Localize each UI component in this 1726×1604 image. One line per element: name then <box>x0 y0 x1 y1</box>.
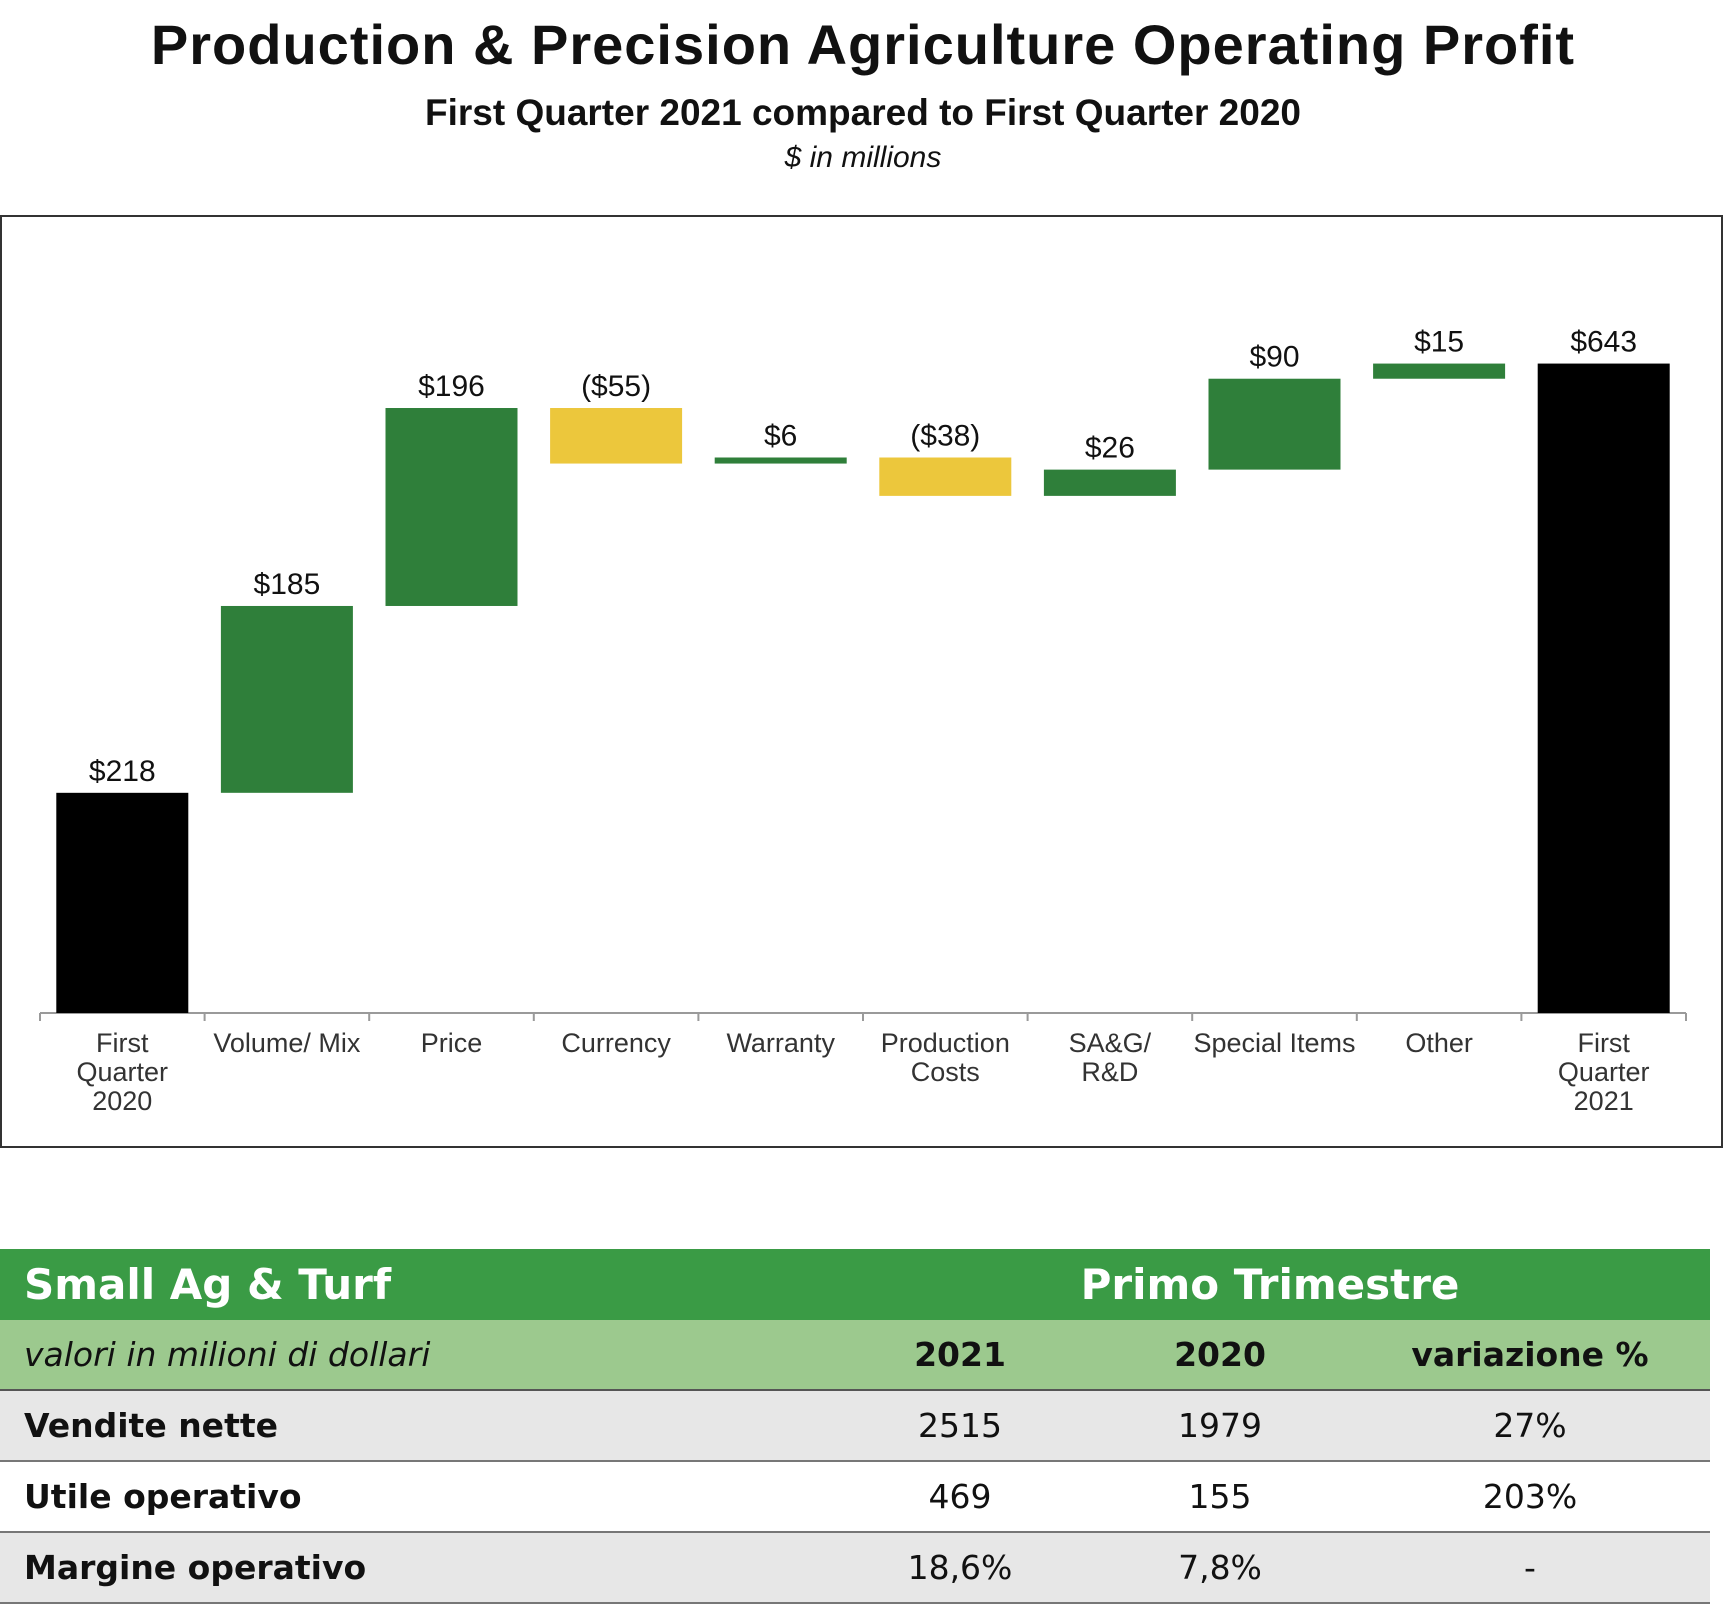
row-label: Vendite nette <box>24 1406 278 1445</box>
bar-6 <box>1043 469 1176 496</box>
bar-8 <box>1373 363 1506 379</box>
category-label-line: Currency <box>561 1028 671 1058</box>
column-header: 2021 <box>914 1335 1006 1374</box>
category-label-line: Other <box>1405 1028 1473 1058</box>
table-cell: 1979 <box>1178 1406 1262 1445</box>
table-cell: - <box>1524 1548 1536 1587</box>
table-cell: 469 <box>928 1477 992 1516</box>
category-label: First Quarter 2020 <box>77 1028 169 1116</box>
units-note: $ in millions <box>784 141 942 174</box>
bar-9 <box>1537 363 1670 1013</box>
data-label: $26 <box>1085 432 1135 465</box>
chart-subtitle: First Quarter 2021 compared to First Qua… <box>424 92 1301 133</box>
bar-2 <box>385 408 518 606</box>
bar-3 <box>550 408 683 464</box>
data-label: ($38) <box>910 420 980 453</box>
units-label: valori in milioni di dollari <box>24 1335 431 1374</box>
table-row: Vendite nette 2515 1979 27% <box>0 1391 1710 1462</box>
bar-0 <box>56 792 189 1013</box>
bar-5 <box>879 457 1012 496</box>
table-cell: 7,8% <box>1178 1548 1262 1587</box>
column-header: 2020 <box>1174 1335 1266 1374</box>
table-cell: 18,6% <box>907 1548 1013 1587</box>
category-label-line: Quarter <box>77 1057 169 1087</box>
category-label-line: Special Items <box>1193 1028 1355 1058</box>
category-label: First Quarter 2021 <box>1558 1028 1650 1116</box>
data-label: $218 <box>89 755 156 788</box>
data-label: $196 <box>418 370 485 403</box>
category-label-line: SA&G/ <box>1069 1028 1152 1058</box>
category-label-line: Production <box>881 1028 1010 1058</box>
category-label: Other <box>1405 1028 1473 1058</box>
table-cell: 27% <box>1493 1406 1567 1445</box>
row-label: Utile operativo <box>24 1477 302 1516</box>
chart-title: Production & Precision Agriculture Opera… <box>150 13 1576 76</box>
table-subheader-row: valori in milioni di dollari 2021 2020 v… <box>0 1320 1710 1391</box>
category-label-line: Quarter <box>1558 1057 1650 1087</box>
category-label-line: Price <box>421 1028 483 1058</box>
category-label-line: Costs <box>911 1057 980 1087</box>
category-label-line: 2020 <box>92 1086 152 1116</box>
category-label-line: Volume/ Mix <box>213 1028 361 1058</box>
category-label: Warranty <box>726 1028 835 1058</box>
period-title: Primo Trimestre <box>1080 1260 1460 1309</box>
data-label: $643 <box>1570 326 1637 359</box>
data-label: $15 <box>1414 326 1464 359</box>
row-label: Margine operativo <box>24 1548 367 1587</box>
bar-4 <box>714 457 847 464</box>
table-cell: 203% <box>1482 1477 1578 1516</box>
category-label: Production Costs <box>881 1028 1010 1087</box>
bar-7 <box>1208 378 1341 470</box>
column-header: variazione % <box>1411 1335 1649 1374</box>
category-label: Price <box>421 1028 483 1058</box>
category-label: Special Items <box>1193 1028 1355 1058</box>
category-label-line: First <box>96 1028 149 1058</box>
summary-table: Small Ag & Turf Primo Trimestre valori i… <box>0 1249 1710 1604</box>
category-label: SA&G/R&D <box>1069 1028 1152 1087</box>
segment-title: Small Ag & Turf <box>24 1260 392 1309</box>
data-label: $6 <box>764 420 797 453</box>
category-label: Currency <box>561 1028 671 1058</box>
data-label: $90 <box>1249 341 1299 374</box>
table-cell: 2515 <box>918 1406 1002 1445</box>
table-header-row: Small Ag & Turf Primo Trimestre <box>0 1249 1710 1320</box>
bar-1 <box>220 605 353 793</box>
data-label: $185 <box>254 568 321 601</box>
table-cell: 155 <box>1188 1477 1252 1516</box>
category-label-line: Warranty <box>726 1028 835 1058</box>
category-label: Volume/ Mix <box>213 1028 361 1058</box>
category-label-line: 2021 <box>1574 1086 1634 1116</box>
table-row: Margine operativo 18,6% 7,8% - <box>0 1533 1710 1604</box>
category-label-line: First <box>1577 1028 1630 1058</box>
table-row: Utile operativo 469 155 203% <box>0 1462 1710 1533</box>
category-label-line: R&D <box>1081 1057 1138 1087</box>
data-label: ($55) <box>581 370 651 403</box>
